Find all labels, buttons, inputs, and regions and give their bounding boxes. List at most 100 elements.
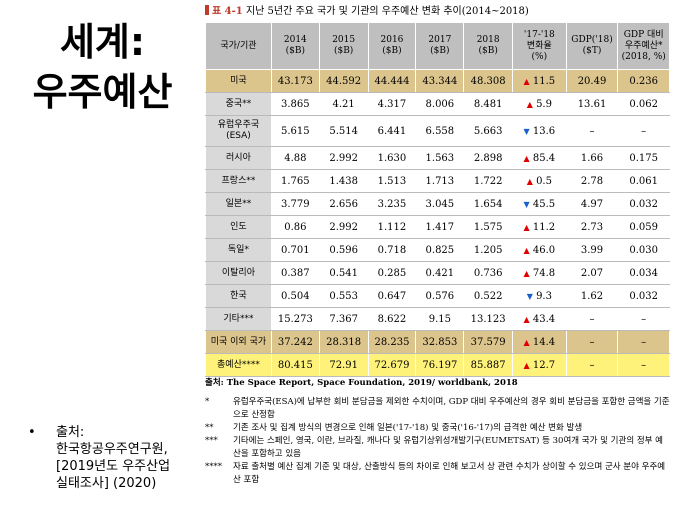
row-label: 독일* — [205, 238, 272, 262]
cell: – — [565, 115, 619, 147]
caption-id: 표 4-1 — [212, 6, 243, 17]
header-line: (2018, %) — [621, 51, 666, 62]
cell: 44.592 — [318, 69, 369, 93]
note-mark: **** — [205, 462, 222, 472]
note: *** 기타에는 스페인, 영국, 이란, 브라질, 캐나다 및 유럽기상위성개발… — [205, 435, 670, 461]
cell: 0.553 — [318, 284, 369, 308]
header-row: 국가/기관 2014 ($B) 2015 ($B) 2016 ($B) 2017 ($B) 201… — [205, 22, 670, 70]
row-label: 한국 — [205, 284, 272, 308]
cell: 0.059 — [617, 215, 670, 239]
header-line: ($B) — [333, 46, 354, 56]
row-label: 총예산**** — [205, 353, 272, 377]
cell: 3.99 — [565, 238, 619, 262]
cell: 0.030 — [617, 238, 670, 262]
cell: 0.062 — [617, 92, 670, 116]
cell: 0.718 — [367, 238, 417, 262]
header-line: 국가/기관 — [220, 40, 257, 51]
change-value: 9.3 — [536, 290, 552, 302]
change-value: 11.5 — [532, 75, 556, 87]
change-cell: ▲ 85.4 — [512, 146, 567, 170]
cell: 0.736 — [463, 261, 514, 285]
table-row: 유럽우주국(ESA) 5.615 5.514 6.441 6.558 5.663 ▼ 13.… — [205, 115, 670, 147]
cell: 0.061 — [617, 169, 670, 193]
change-cell: ▲ 11.5 — [512, 69, 567, 93]
cell: 1.438 — [318, 169, 369, 193]
change-cell: ▼ 9.3 — [512, 284, 567, 308]
row-label: 기타*** — [205, 307, 272, 331]
cell: 0.175 — [617, 146, 670, 170]
slide-title: 세계: — [59, 20, 146, 64]
table-row: 인도 0.86 2.992 1.112 1.417 1.575 ▲ 11.2 2.73 0.05… — [205, 215, 670, 239]
cell: 0.032 — [617, 192, 670, 216]
change-cell: ▲ 43.4 — [512, 307, 567, 331]
row-label: 이탈리아 — [205, 261, 272, 285]
change-cell: ▲ 12.7 — [512, 353, 567, 377]
note: ** 기존 조사 및 집계 방식의 변경으로 인해 일본('17-'18) 및 중… — [205, 422, 670, 435]
cell: 2.78 — [565, 169, 619, 193]
cell: 6.441 — [367, 115, 417, 147]
header-line: 2015 — [332, 35, 356, 45]
change-cell: ▲ 11.2 — [512, 215, 567, 239]
cell: 0.647 — [367, 284, 417, 308]
cell: 8.481 — [463, 92, 514, 116]
change-arrow: ▼ — [526, 291, 533, 301]
table-row: 한국 0.504 0.553 0.647 0.576 0.522 ▼ 9.3 1.62 0.03… — [205, 284, 670, 308]
cell: 0.032 — [617, 284, 670, 308]
cell: – — [617, 115, 670, 147]
table-row: 프랑스** 1.765 1.438 1.513 1.713 1.722 ▲ 0.5 2.78 0… — [205, 169, 670, 193]
change-cell: ▲ 74.8 — [512, 261, 567, 285]
cell: 32.853 — [415, 330, 465, 354]
change-arrow: ▲ — [523, 360, 530, 370]
change-cell: ▲ 5.9 — [512, 92, 567, 116]
cell: 1.62 — [565, 284, 619, 308]
cell: 8.006 — [415, 92, 465, 116]
cell: 4.21 — [318, 92, 369, 116]
cell: 28.318 — [318, 330, 369, 354]
cell: 1.563 — [415, 146, 465, 170]
cell: 13.123 — [463, 307, 514, 331]
cell: 3.235 — [367, 192, 417, 216]
note-mark: *** — [205, 436, 218, 446]
header-line: GDP('18) — [571, 35, 613, 45]
change-arrow: ▲ — [523, 314, 530, 324]
cell: 0.596 — [318, 238, 369, 262]
cell: – — [617, 307, 670, 331]
table-notes: * 유럽우주국(ESA)에 납부한 회비 분담금을 제외한 수치이며, GDP 대… — [205, 396, 670, 487]
header-cell: '17-'18 변화율 (%) — [512, 22, 567, 70]
bullet-label: 출처: — [56, 425, 85, 440]
cell: 85.887 — [463, 353, 514, 377]
cell: 4.317 — [367, 92, 417, 116]
cell: 8.622 — [367, 307, 417, 331]
row-label: 미국 이외 국가 — [205, 330, 272, 354]
header-line: ($B) — [285, 46, 306, 56]
header-line: 2014 — [283, 35, 307, 45]
row-label: 프랑스** — [205, 169, 272, 193]
header-line: GDP 대비 — [623, 29, 664, 40]
cell: 3.045 — [415, 192, 465, 216]
cell: 43.344 — [415, 69, 465, 93]
change-value: 45.5 — [532, 198, 556, 210]
cell: – — [617, 353, 670, 377]
cell: – — [617, 330, 670, 354]
cell: 4.97 — [565, 192, 619, 216]
change-value: 14.4 — [532, 336, 556, 348]
change-arrow: ▲ — [523, 337, 530, 347]
table-row: 일본** 3.779 2.656 3.235 3.045 1.654 ▼ 45.5 4.97 0… — [205, 192, 670, 216]
cell: 1.765 — [270, 169, 320, 193]
cell: 48.308 — [463, 69, 514, 93]
table-row: 독일* 0.701 0.596 0.718 0.825 1.205 ▲ 46.0 3.99 0.… — [205, 238, 670, 262]
row-label: 인도 — [205, 215, 272, 239]
note-text: 자료 출처별 예산 집계 기준 및 대상, 산출방식 등의 차이로 인해 보고서… — [233, 462, 666, 485]
cell: 0.504 — [270, 284, 320, 308]
cell: 1.417 — [415, 215, 465, 239]
header-cell: GDP 대비 우주예산* (2018, %) — [617, 22, 670, 70]
cell: 2.992 — [318, 146, 369, 170]
cell: 7.367 — [318, 307, 369, 331]
table-caption: 표 4-1 지난 5년간 주요 국가 및 기관의 우주예산 변화 추이(2014… — [205, 2, 529, 17]
cell: 1.513 — [367, 169, 417, 193]
header-cell: 국가/기관 — [205, 22, 272, 70]
change-value: 5.9 — [536, 98, 552, 110]
cell: 1.654 — [463, 192, 514, 216]
note-text: 기존 조사 및 집계 방식의 변경으로 인해 일본('17-'18) 및 중국(… — [233, 423, 583, 433]
